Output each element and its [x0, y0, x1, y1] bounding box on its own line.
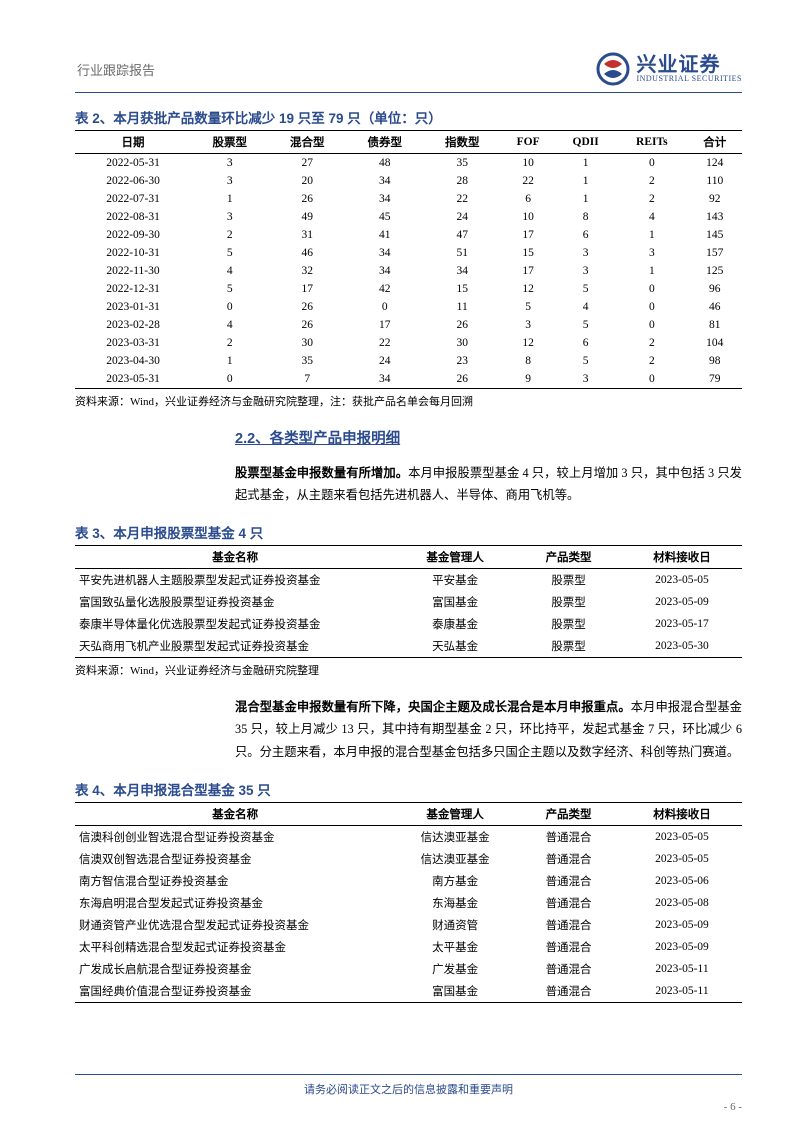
table-row: 南方智信混合型证券投资基金南方基金普通混合2023-05-06	[75, 870, 742, 892]
para-stock-funds: 股票型基金申报数量有所增加。本月申报股票型基金 4 只，较上月增加 3 只，其中…	[235, 462, 742, 506]
table-row: 2022-06-3032034282212110	[75, 172, 742, 190]
table-row: 2022-05-3132748351010124	[75, 154, 742, 173]
table-row: 2023-02-28426172635081	[75, 316, 742, 334]
table3-title: 表 3、本月申报股票型基金 4 只	[75, 522, 742, 542]
t4-h4: 材料接收日	[622, 802, 742, 825]
col-stock: 股票型	[191, 131, 268, 154]
col-fof: FOF	[501, 131, 555, 154]
table4: 基金名称 基金管理人 产品类型 材料接收日 信澳科创创业智选混合型证券投资基金信…	[75, 802, 742, 1003]
col-date: 日期	[75, 131, 191, 154]
t3-h4: 材料接收日	[622, 546, 742, 569]
para2-lead: 混合型基金申报数量有所下降，央国企主题及成长混合是本月申报重点。	[235, 700, 631, 714]
t4-h3: 产品类型	[515, 802, 622, 825]
page-footer: 请务必阅读正文之后的信息披露和重要声明 - 6 -	[75, 1074, 742, 1097]
table-row: 泰康半导体量化优选股票型发起式证券投资基金泰康基金股票型2023-05-17	[75, 613, 742, 635]
section-2-2-heading: 2.2、各类型产品申报明细	[235, 427, 742, 448]
table-row: 2022-10-3154634511533157	[75, 244, 742, 262]
table-row: 信澳双创智选混合型证券投资基金信达澳亚基金普通混合2023-05-05	[75, 848, 742, 870]
table4-title: 表 4、本月申报混合型基金 35 只	[75, 779, 742, 799]
table2-title: 表 2、本月获批产品数量环比减少 19 只至 79 只（单位：只）	[75, 107, 742, 127]
para-mixed-funds: 混合型基金申报数量有所下降，央国企主题及成长混合是本月申报重点。本月申报混合型基…	[235, 696, 742, 762]
brand-logo: 兴业证券 INDUSTRIAL SECURITIES	[596, 52, 742, 86]
col-index: 指数型	[423, 131, 500, 154]
table-row: 富国经典价值混合型证券投资基金富国基金普通混合2023-05-11	[75, 980, 742, 1003]
table3-source: 资料来源：Wind，兴业证券经济与金融研究院整理	[75, 662, 742, 678]
col-qdii: QDII	[555, 131, 616, 154]
table-row: 2022-08-3134945241084143	[75, 208, 742, 226]
table-row: 2022-09-3023141471761145	[75, 226, 742, 244]
table-row: 2023-01-3102601154046	[75, 298, 742, 316]
table2-source: 资料来源：Wind，兴业证券经济与金融研究院整理，注：获批产品名单会每月回溯	[75, 393, 742, 409]
table-row: 平安先进机器人主题股票型发起式证券投资基金平安基金股票型2023-05-05	[75, 569, 742, 592]
table-row: 2023-03-3123022301262104	[75, 334, 742, 352]
col-reits: REITs	[616, 131, 688, 154]
col-bond: 债券型	[346, 131, 423, 154]
footer-disclaimer: 请务必阅读正文之后的信息披露和重要声明	[75, 1081, 742, 1097]
t4-h2: 基金管理人	[395, 802, 515, 825]
logo-text-en: INDUSTRIAL SECURITIES	[636, 75, 742, 83]
table-row: 太平科创精选混合型发起式证券投资基金太平基金普通混合2023-05-09	[75, 936, 742, 958]
col-mixed: 混合型	[269, 131, 346, 154]
table-row: 2022-12-315174215125096	[75, 280, 742, 298]
table-row: 广发成长启航混合型证券投资基金广发基金普通混合2023-05-11	[75, 958, 742, 980]
logo-icon	[596, 52, 630, 86]
col-total: 合计	[688, 131, 742, 154]
t3-h1: 基金名称	[75, 546, 395, 569]
header-category: 行业跟踪报告	[75, 60, 155, 79]
table-row: 天弘商用飞机产业股票型发起式证券投资基金天弘基金股票型2023-05-30	[75, 635, 742, 658]
table-row: 2023-04-30135242385298	[75, 352, 742, 370]
table-row: 2022-07-31126342261292	[75, 190, 742, 208]
t3-h2: 基金管理人	[395, 546, 515, 569]
page-number: - 6 -	[724, 1101, 742, 1113]
table-row: 信澳科创创业智选混合型证券投资基金信达澳亚基金普通混合2023-05-05	[75, 825, 742, 848]
t4-h1: 基金名称	[75, 802, 395, 825]
table-row: 财通资管产业优选混合型发起式证券投资基金财通资管普通混合2023-05-09	[75, 914, 742, 936]
t3-h3: 产品类型	[515, 546, 622, 569]
table-row: 富国致弘量化选股股票型证券投资基金富国基金股票型2023-05-09	[75, 591, 742, 613]
table-row: 东海启明混合型发起式证券投资基金东海基金普通混合2023-05-08	[75, 892, 742, 914]
logo-text-cn: 兴业证券	[636, 55, 742, 75]
table2: 日期 股票型 混合型 债券型 指数型 FOF QDII REITs 合计 202…	[75, 130, 742, 389]
table3: 基金名称 基金管理人 产品类型 材料接收日 平安先进机器人主题股票型发起式证券投…	[75, 545, 742, 658]
report-header: 行业跟踪报告 兴业证券 INDUSTRIAL SECURITIES	[75, 52, 742, 93]
para1-lead: 股票型基金申报数量有所增加。	[235, 466, 408, 480]
table-row: 2022-11-3043234341731125	[75, 262, 742, 280]
table-row: 2023-05-3107342693079	[75, 370, 742, 389]
